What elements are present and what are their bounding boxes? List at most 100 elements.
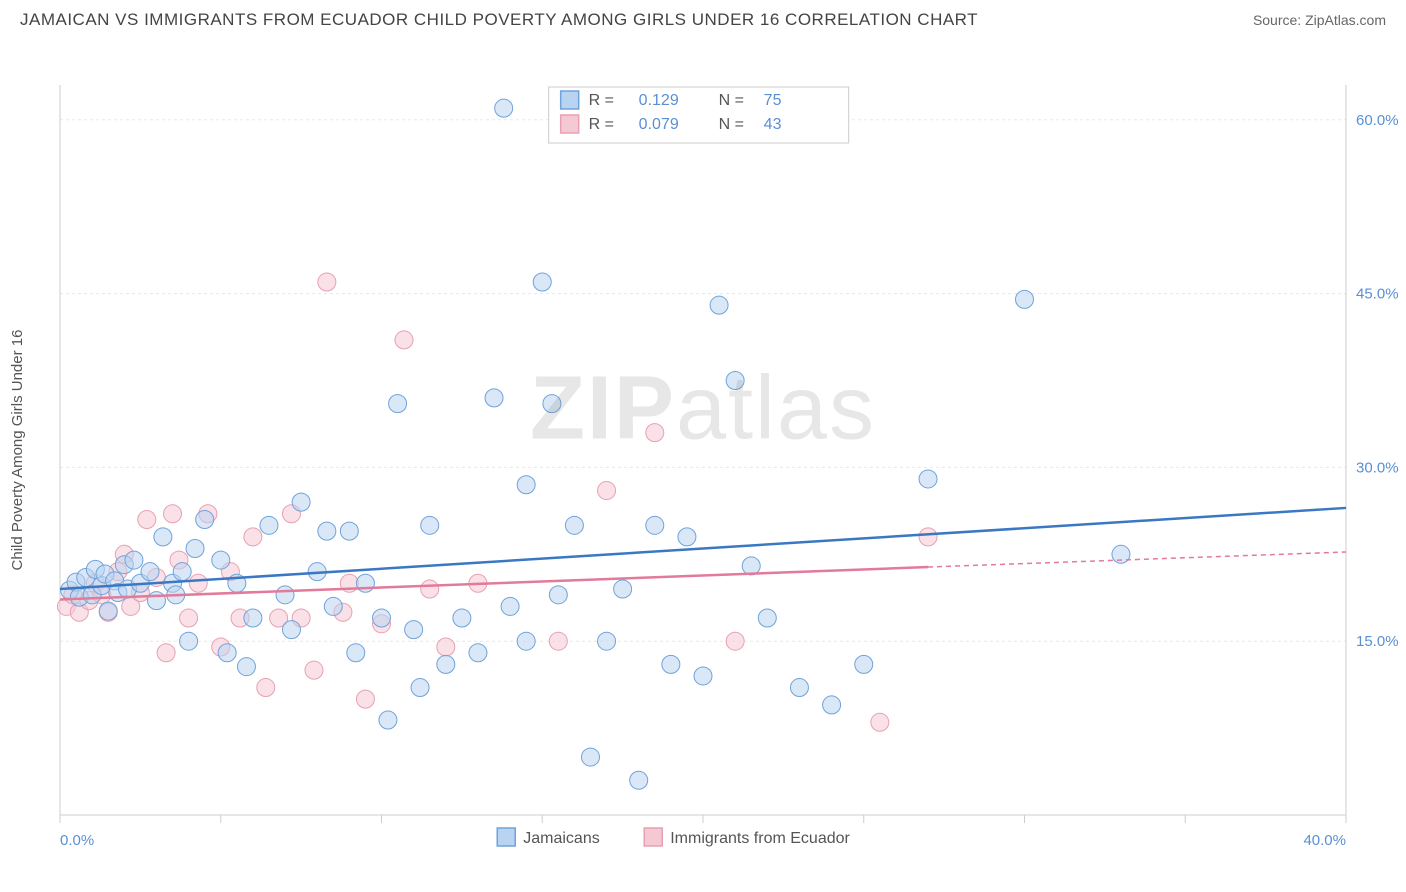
data-point-jamaican — [99, 602, 117, 620]
data-point-jamaican — [533, 273, 551, 291]
data-point-jamaican — [581, 748, 599, 766]
data-point-jamaican — [630, 771, 648, 789]
source-name: ZipAtlas.com — [1305, 12, 1386, 28]
y-axis-label: Child Poverty Among Girls Under 16 — [9, 330, 26, 571]
data-point-jamaican — [147, 592, 165, 610]
data-point-jamaican — [646, 516, 664, 534]
data-point-jamaican — [662, 655, 680, 673]
data-point-jamaican — [598, 632, 616, 650]
data-point-jamaican — [389, 395, 407, 413]
data-point-jamaican — [318, 522, 336, 540]
data-point-jamaican — [324, 597, 342, 615]
data-point-jamaican — [347, 644, 365, 662]
data-point-jamaican — [340, 522, 358, 540]
legend-r-label: R = — [589, 116, 614, 133]
data-point-jamaican — [154, 528, 172, 546]
x-tick-label: 40.0% — [1303, 832, 1346, 849]
data-point-jamaican — [421, 516, 439, 534]
data-point-ecuador — [257, 679, 275, 697]
data-point-jamaican — [543, 395, 561, 413]
data-point-jamaican — [173, 563, 191, 581]
data-point-jamaican — [726, 371, 744, 389]
chart-title: JAMAICAN VS IMMIGRANTS FROM ECUADOR CHIL… — [20, 10, 978, 30]
data-point-jamaican — [495, 99, 513, 117]
data-point-jamaican — [218, 644, 236, 662]
data-point-jamaican — [758, 609, 776, 627]
data-point-jamaican — [469, 644, 487, 662]
data-point-jamaican — [276, 586, 294, 604]
data-point-jamaican — [694, 667, 712, 685]
scatter-chart: 0.0%40.0%15.0%30.0%45.0%60.0%Child Pover… — [0, 35, 1406, 885]
data-point-ecuador — [157, 644, 175, 662]
data-point-ecuador — [421, 580, 439, 598]
data-point-ecuador — [549, 632, 567, 650]
data-point-jamaican — [125, 551, 143, 569]
data-point-ecuador — [164, 505, 182, 523]
data-point-jamaican — [453, 609, 471, 627]
data-point-jamaican — [549, 586, 567, 604]
data-point-jamaican — [565, 516, 583, 534]
series-legend-label: Jamaicans — [523, 830, 599, 847]
y-tick-label: 30.0% — [1356, 459, 1399, 476]
legend-swatch — [561, 115, 579, 133]
data-point-jamaican — [379, 711, 397, 729]
data-point-jamaican — [919, 470, 937, 488]
legend-n-label: N = — [719, 116, 744, 133]
data-point-jamaican — [855, 655, 873, 673]
legend-swatch — [561, 91, 579, 109]
legend-r-value: 0.129 — [639, 92, 679, 109]
data-point-jamaican — [1016, 290, 1034, 308]
series-legend-label: Immigrants from Ecuador — [670, 830, 850, 847]
data-point-ecuador — [919, 528, 937, 546]
data-point-ecuador — [726, 632, 744, 650]
data-point-jamaican — [437, 655, 455, 673]
data-point-jamaican — [186, 539, 204, 557]
data-point-ecuador — [189, 574, 207, 592]
data-point-jamaican — [373, 609, 391, 627]
data-point-jamaican — [244, 609, 262, 627]
data-point-jamaican — [405, 621, 423, 639]
data-point-jamaican — [180, 632, 198, 650]
x-tick-label: 0.0% — [60, 832, 94, 849]
data-point-jamaican — [517, 632, 535, 650]
legend-n-value: 43 — [764, 116, 782, 133]
source-label: Source: ZipAtlas.com — [1253, 12, 1386, 28]
data-point-jamaican — [237, 658, 255, 676]
data-point-jamaican — [485, 389, 503, 407]
legend-r-label: R = — [589, 92, 614, 109]
source-prefix: Source: — [1253, 12, 1305, 28]
legend-r-value: 0.079 — [639, 116, 679, 133]
series-legend-swatch — [497, 828, 515, 846]
data-point-ecuador — [356, 690, 374, 708]
data-point-ecuador — [138, 511, 156, 529]
data-point-ecuador — [646, 424, 664, 442]
y-tick-label: 15.0% — [1356, 633, 1399, 650]
series-legend-swatch — [644, 828, 662, 846]
data-point-ecuador — [318, 273, 336, 291]
y-tick-label: 60.0% — [1356, 112, 1399, 129]
data-point-jamaican — [260, 516, 278, 534]
data-point-jamaican — [501, 597, 519, 615]
trendline-ecuador-dashed — [928, 552, 1346, 567]
data-point-jamaican — [411, 679, 429, 697]
data-point-jamaican — [282, 621, 300, 639]
data-point-jamaican — [292, 493, 310, 511]
data-point-jamaican — [196, 511, 214, 529]
data-point-jamaican — [710, 296, 728, 314]
trendline-jamaican — [60, 508, 1346, 589]
chart-area: ZIPatlas 0.0%40.0%15.0%30.0%45.0%60.0%Ch… — [0, 35, 1406, 885]
data-point-ecuador — [871, 713, 889, 731]
data-point-jamaican — [212, 551, 230, 569]
data-point-jamaican — [678, 528, 696, 546]
data-point-jamaican — [823, 696, 841, 714]
data-point-jamaican — [790, 679, 808, 697]
data-point-ecuador — [305, 661, 323, 679]
data-point-jamaican — [356, 574, 374, 592]
data-point-jamaican — [141, 563, 159, 581]
data-point-ecuador — [598, 482, 616, 500]
data-point-ecuador — [437, 638, 455, 656]
data-point-jamaican — [517, 476, 535, 494]
data-point-ecuador — [395, 331, 413, 349]
data-point-ecuador — [180, 609, 198, 627]
legend-n-value: 75 — [764, 92, 782, 109]
